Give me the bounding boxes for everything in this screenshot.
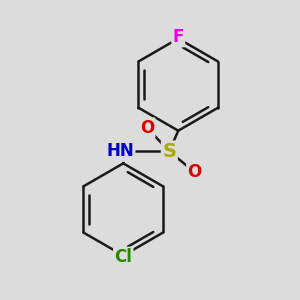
Text: F: F: [172, 28, 184, 46]
Text: HN: HN: [106, 142, 134, 160]
Text: S: S: [162, 142, 176, 161]
Text: O: O: [140, 119, 154, 137]
Text: Cl: Cl: [114, 248, 132, 266]
Text: O: O: [188, 163, 202, 181]
